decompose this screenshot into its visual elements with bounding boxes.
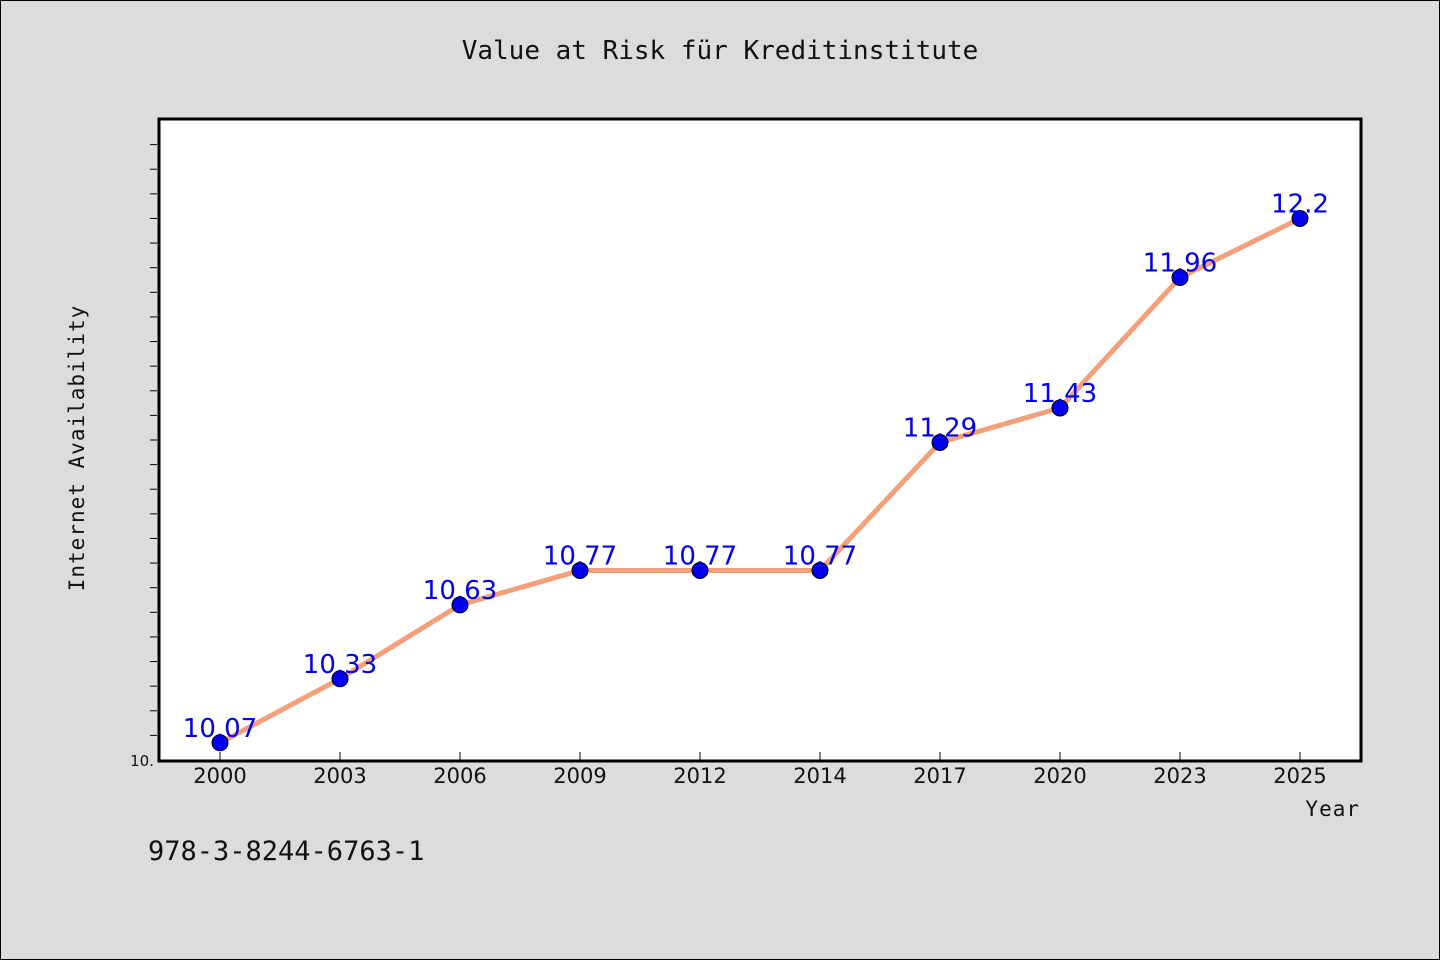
- data-point: [1291, 209, 1309, 227]
- data-point: [691, 561, 709, 579]
- data-point: [451, 596, 469, 614]
- data-label: 10.07: [183, 714, 257, 744]
- x-tick-label: 2017: [913, 764, 966, 788]
- data-label: 10.77: [543, 541, 617, 571]
- x-axis-ticks: 2000 2003 2006 2009 2012 2014 2017 2020 2023 2025: [193, 752, 1327, 788]
- data-label: 11.43: [1023, 379, 1097, 409]
- x-tick-label: 2006: [433, 764, 486, 788]
- x-tick-label: 2023: [1153, 764, 1206, 788]
- y-axis-ticks: 10.: [130, 144, 157, 770]
- series-line-group: [218, 216, 1302, 745]
- x-tick-label: 2009: [553, 764, 606, 788]
- data-point: [211, 734, 229, 752]
- data-label: 10.77: [663, 541, 737, 571]
- x-tick-label: 2000: [193, 764, 246, 788]
- data-point: [331, 670, 349, 688]
- x-axis-label: Year: [1305, 797, 1360, 821]
- x-tick-label: 2020: [1033, 764, 1086, 788]
- x-tick-label: 2014: [793, 764, 846, 788]
- data-point: [931, 433, 949, 451]
- data-label: 10.63: [423, 576, 497, 606]
- series-line: [218, 216, 1302, 745]
- data-labels: 10.07 10.33 10.63 10.77 10.77 10.77 11.29 11.43…: [183, 189, 1329, 743]
- data-label: 11.96: [1143, 249, 1217, 279]
- data-label: 10.33: [303, 650, 377, 680]
- isbn-text: 978-3-8244-6763-1: [148, 836, 425, 867]
- plot-area: [157, 117, 1363, 763]
- x-tick-label: 2012: [673, 764, 726, 788]
- x-tick-label: 2003: [313, 764, 366, 788]
- data-markers: [211, 209, 1309, 752]
- chart-title: Value at Risk für Kreditinstitute: [461, 36, 979, 66]
- data-label: 12.2: [1271, 189, 1329, 219]
- data-point: [1171, 269, 1189, 287]
- y-tick-label: 10.: [130, 752, 154, 770]
- data-point: [1051, 399, 1069, 417]
- data-point: [811, 561, 829, 579]
- data-point: [571, 561, 589, 579]
- data-label: 10.77: [783, 541, 857, 571]
- x-tick-label: 2025: [1273, 764, 1326, 788]
- data-label: 11.29: [903, 413, 977, 443]
- y-axis-label: Internet Availability: [65, 305, 89, 592]
